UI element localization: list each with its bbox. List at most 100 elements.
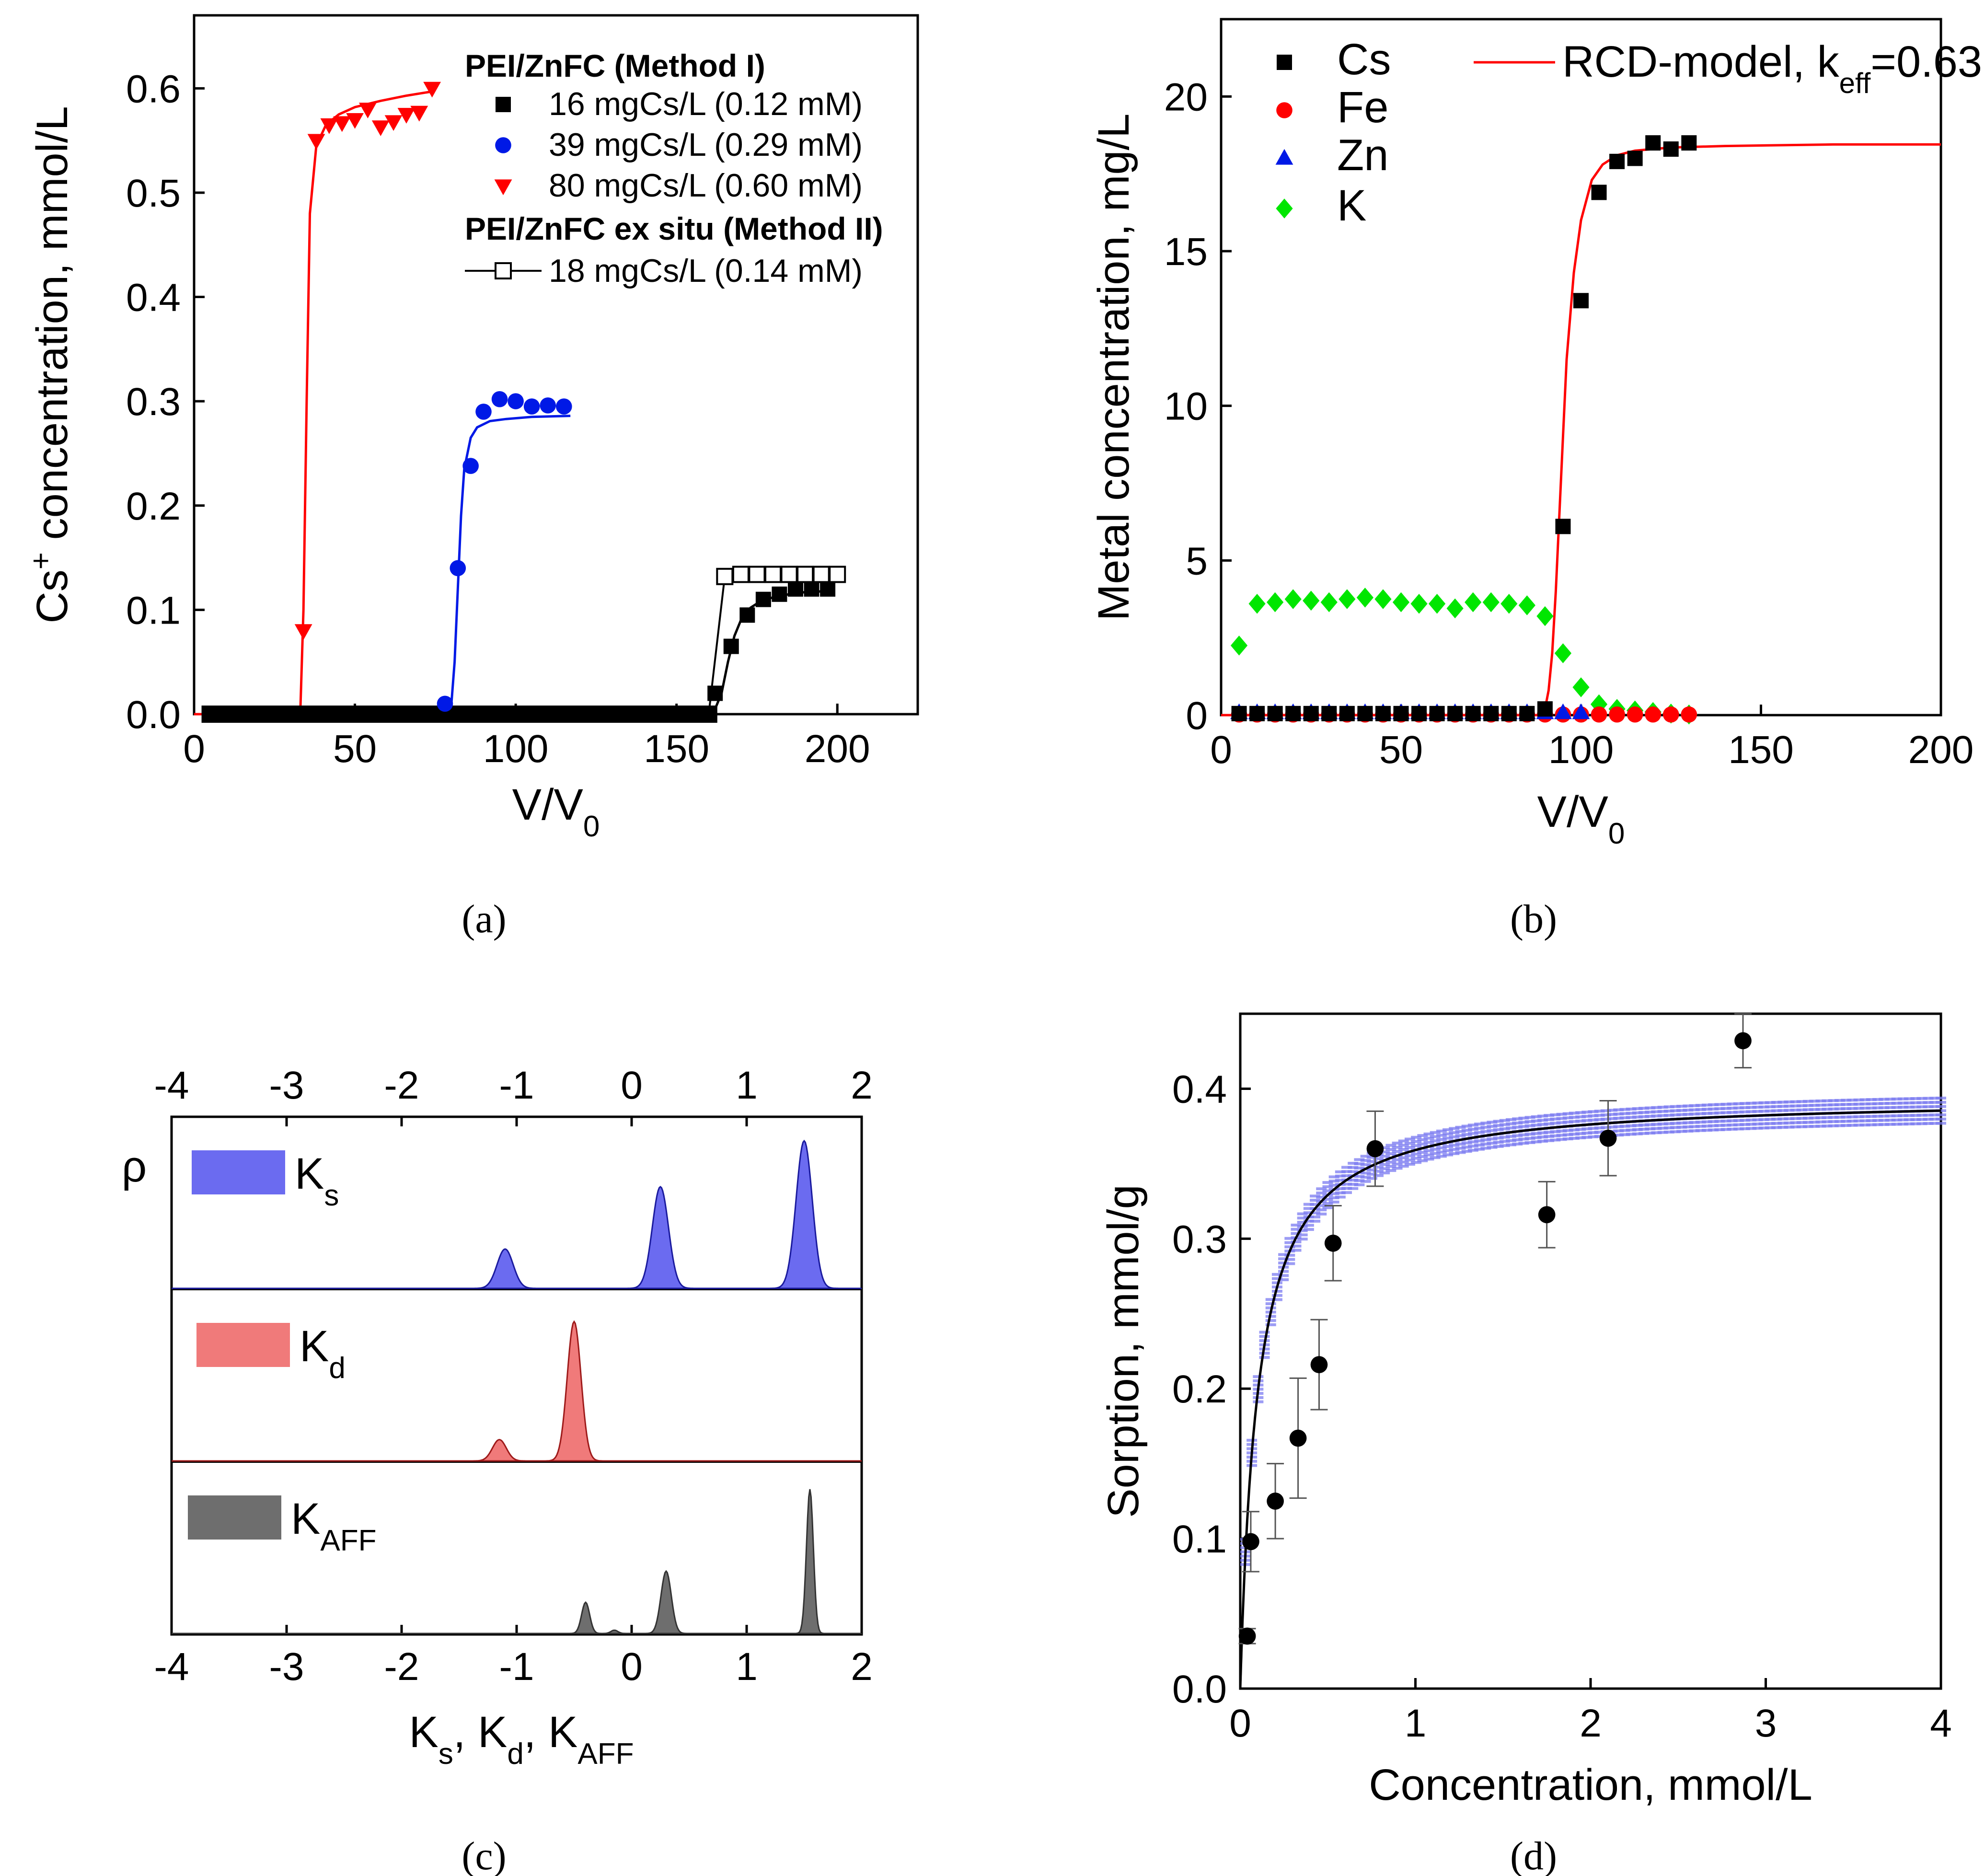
series-3-point xyxy=(829,566,846,583)
series-Cs-point xyxy=(1663,141,1679,157)
density-area-s xyxy=(172,1139,862,1289)
series-0-point xyxy=(251,706,266,722)
series-2-point xyxy=(307,134,325,150)
c-x-tick-label-top: 2 xyxy=(851,1064,873,1107)
series-0-point xyxy=(315,706,331,722)
series-0-point xyxy=(804,581,819,597)
legend-subscript: AFF xyxy=(320,1524,376,1557)
data-point xyxy=(1599,1129,1617,1147)
series-K-point xyxy=(1339,589,1356,609)
series-1-point xyxy=(508,393,524,409)
series-K-point xyxy=(1500,593,1518,614)
series-0-point xyxy=(723,638,739,654)
rcd-model-line xyxy=(1221,143,1941,717)
series-Fe-point xyxy=(1591,706,1607,723)
series-3-point xyxy=(732,566,750,583)
b-x-tick-label: 0 xyxy=(1210,728,1232,772)
x-axis-label-a: V/V0 xyxy=(512,780,600,843)
series-Cs-point xyxy=(1519,706,1535,721)
series-0-point xyxy=(636,706,652,722)
series-3-point xyxy=(812,566,830,583)
series-Zn-point xyxy=(1572,703,1590,719)
series-0-point xyxy=(395,706,411,722)
series-Cs-point xyxy=(1357,706,1373,721)
series-2-point xyxy=(294,624,312,640)
x-axis-label-c: Ks, Kd, KAFF xyxy=(409,1708,634,1771)
x-axis-label-b: V/V0 xyxy=(1537,787,1625,850)
b-y-tick-label: 15 xyxy=(1164,230,1208,274)
series-Fe-point xyxy=(1681,706,1697,723)
series-0-point xyxy=(476,706,491,722)
x-axis-label-text: V/V xyxy=(512,780,583,829)
series-Cs-point xyxy=(1303,706,1319,721)
series-K-point xyxy=(1392,592,1410,613)
a-y-tick-label: 0.4 xyxy=(126,276,181,320)
series-Cs-point xyxy=(1231,706,1247,721)
d-x-tick-label: 1 xyxy=(1405,1702,1427,1745)
series-0-point xyxy=(588,706,604,722)
series-Cs-point xyxy=(1573,293,1589,309)
x-axis-label-separator: , xyxy=(453,1708,478,1757)
y-axis-label-b: Metal concentration, mg/L xyxy=(1089,114,1138,621)
legend-marker xyxy=(495,137,511,153)
series-1-point xyxy=(475,404,492,420)
d-x-tick-label: 2 xyxy=(1580,1702,1602,1745)
x-axis-label-subscript: 0 xyxy=(583,810,600,843)
c-x-tick-label-bottom: 1 xyxy=(736,1645,758,1689)
data-point xyxy=(1366,1140,1384,1158)
series-2-point xyxy=(320,118,338,134)
series-K-point xyxy=(1465,592,1482,613)
b-y-tick-label: 20 xyxy=(1164,75,1208,119)
legend-header: PEI/ZnFC ex situ (Method II) xyxy=(465,211,883,246)
series-1-point xyxy=(523,398,540,415)
series-K-point xyxy=(1410,593,1428,614)
d-x-tick-label: 4 xyxy=(1930,1702,1952,1745)
series-2-point xyxy=(359,103,377,119)
d-y-tick-label: 0.2 xyxy=(1172,1367,1227,1411)
series-K-point xyxy=(1554,643,1572,663)
series-0-point xyxy=(411,706,427,722)
x-axis-label-subscript: s xyxy=(439,1737,453,1771)
c-x-tick-label-bottom: 2 xyxy=(851,1645,873,1689)
series-0-point xyxy=(701,706,716,722)
data-point xyxy=(1310,1356,1328,1374)
series-3-point xyxy=(796,566,814,583)
data-point xyxy=(1267,1493,1284,1510)
a-y-tick-label: 0.0 xyxy=(126,693,181,737)
legend-header: PEI/ZnFC (Method I) xyxy=(465,48,765,83)
b-x-tick-label: 150 xyxy=(1728,728,1794,772)
series-Cs-point xyxy=(1285,706,1301,721)
series-K-point xyxy=(1248,593,1266,614)
d-y-tick-label: 0.0 xyxy=(1172,1668,1227,1711)
data-point xyxy=(1734,1032,1752,1050)
series-1-point xyxy=(555,398,572,415)
series-K-point xyxy=(1267,592,1284,613)
a-y-tick-label: 0.3 xyxy=(126,380,181,424)
data-point xyxy=(1324,1234,1342,1252)
series-2-point xyxy=(410,105,428,122)
b-x-tick-label: 100 xyxy=(1548,728,1614,772)
legend-text: RCD-model, k xyxy=(1562,37,1840,86)
series-0-point xyxy=(653,706,669,722)
legend-marker xyxy=(495,262,512,279)
c-x-tick-label-top: 1 xyxy=(736,1064,758,1107)
series-K-point xyxy=(1518,595,1535,615)
b-y-tick-label: 10 xyxy=(1164,385,1208,428)
series-0-point xyxy=(363,706,379,722)
series-Cs-point xyxy=(1393,706,1409,721)
series-K-point xyxy=(1374,589,1392,609)
a-y-tick-label: 0.2 xyxy=(126,485,181,528)
a-x-tick-label: 200 xyxy=(805,727,870,771)
series-0-point xyxy=(266,706,282,722)
c-x-tick-label-bottom: -1 xyxy=(499,1645,534,1689)
series-K-point xyxy=(1320,592,1338,613)
series-0-point xyxy=(492,706,508,722)
series-0-point xyxy=(820,581,836,597)
legend-entry: Ks xyxy=(295,1149,339,1212)
data-point xyxy=(1242,1533,1259,1551)
a-y-tick-label: 0.1 xyxy=(126,589,181,632)
legend-text: K xyxy=(291,1494,320,1543)
legend-entry: Kd xyxy=(300,1322,346,1385)
